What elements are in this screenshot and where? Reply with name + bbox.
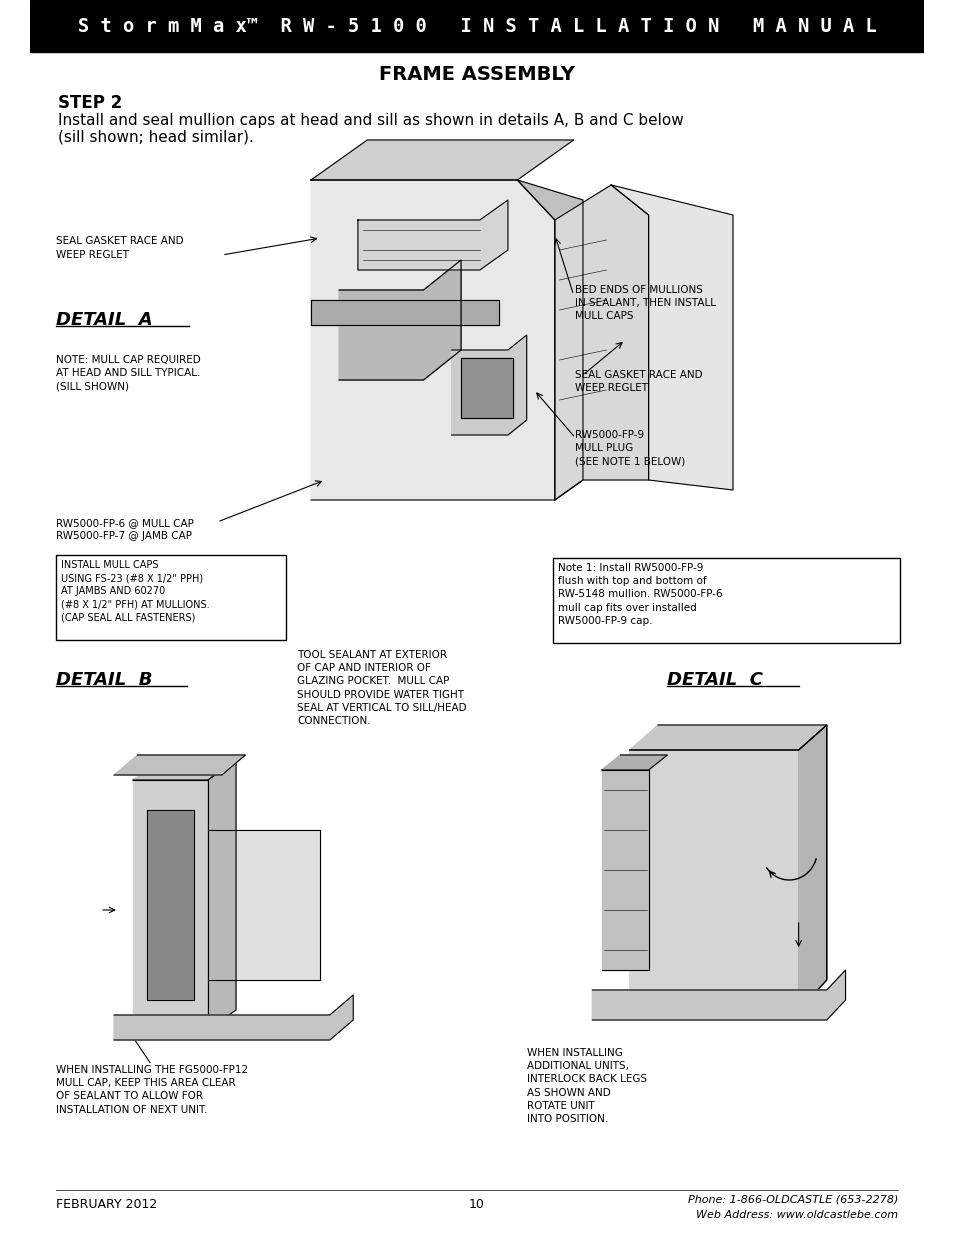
Polygon shape bbox=[629, 725, 826, 1010]
Text: SEAL GASKET RACE AND
WEEP REGLET: SEAL GASKET RACE AND WEEP REGLET bbox=[575, 370, 702, 393]
Bar bbox=[311, 300, 498, 325]
Polygon shape bbox=[208, 760, 235, 1030]
Polygon shape bbox=[798, 725, 826, 1010]
Text: Note 1: Install RW5000-FP-9
flush with top and bottom of
RW-5148 mullion. RW5000: Note 1: Install RW5000-FP-9 flush with t… bbox=[558, 563, 721, 626]
Bar bbox=[56, 555, 285, 640]
Text: WHEN INSTALLING
ADDITIONAL UNITS,
INTERLOCK BACK LEGS
AS SHOWN AND
ROTATE UNIT
I: WHEN INSTALLING ADDITIONAL UNITS, INTERL… bbox=[526, 1049, 646, 1124]
Polygon shape bbox=[517, 180, 582, 500]
Polygon shape bbox=[114, 995, 353, 1040]
Text: TOOL SEALANT AT EXTERIOR
OF CAP AND INTERIOR OF
GLAZING POCKET.  MULL CAP
SHOULD: TOOL SEALANT AT EXTERIOR OF CAP AND INTE… bbox=[296, 650, 466, 726]
Polygon shape bbox=[311, 180, 555, 500]
Text: NOTE: MULL CAP REQUIRED
AT HEAD AND SILL TYPICAL.
(SILL SHOWN): NOTE: MULL CAP REQUIRED AT HEAD AND SILL… bbox=[56, 354, 200, 391]
Text: (sill shown; head similar).: (sill shown; head similar). bbox=[58, 130, 253, 144]
Polygon shape bbox=[555, 185, 648, 500]
Text: Web Address: www.oldcastlebe.com: Web Address: www.oldcastlebe.com bbox=[695, 1210, 897, 1220]
Text: Phone: 1-866-OLDCASTLE (653-2278): Phone: 1-866-OLDCASTLE (653-2278) bbox=[687, 1195, 897, 1205]
Polygon shape bbox=[629, 725, 826, 750]
Polygon shape bbox=[339, 261, 460, 380]
Text: RW5000-FP-9
MULL PLUG
(SEE NOTE 1 BELOW): RW5000-FP-9 MULL PLUG (SEE NOTE 1 BELOW) bbox=[575, 430, 685, 467]
Text: FRAME ASSEMBLY: FRAME ASSEMBLY bbox=[378, 65, 575, 84]
Text: Install and seal mullion caps at head and sill as shown in details A, B and C be: Install and seal mullion caps at head an… bbox=[58, 112, 683, 127]
Polygon shape bbox=[611, 185, 732, 490]
Text: RW5000-FP-6 @ MULL CAP
RW5000-FP-7 @ JAMB CAP: RW5000-FP-6 @ MULL CAP RW5000-FP-7 @ JAM… bbox=[56, 517, 193, 541]
Text: INSTALL MULL CAPS
USING FS-23 (#8 X 1/2" PPH)
AT JAMBS AND 60270
(#8 X 1/2" PFH): INSTALL MULL CAPS USING FS-23 (#8 X 1/2"… bbox=[61, 559, 209, 622]
Polygon shape bbox=[208, 830, 320, 981]
Polygon shape bbox=[592, 969, 844, 1020]
Bar bbox=[30, 0, 923, 52]
Text: BED ENDS OF MULLIONS
IN SEALANT, THEN INSTALL
MULL CAPS: BED ENDS OF MULLIONS IN SEALANT, THEN IN… bbox=[575, 285, 716, 321]
Polygon shape bbox=[357, 200, 507, 270]
Polygon shape bbox=[132, 781, 208, 1030]
Polygon shape bbox=[311, 140, 573, 180]
Text: 10: 10 bbox=[469, 1198, 484, 1212]
Polygon shape bbox=[601, 769, 648, 969]
Text: WHEN INSTALLING THE FG5000-FP12
MULL CAP, KEEP THIS AREA CLEAR
OF SEALANT TO ALL: WHEN INSTALLING THE FG5000-FP12 MULL CAP… bbox=[56, 1065, 248, 1115]
Polygon shape bbox=[114, 755, 245, 776]
Bar bbox=[553, 558, 899, 643]
Polygon shape bbox=[451, 335, 526, 435]
Text: SEAL GASKET RACE AND
WEEP REGLET: SEAL GASKET RACE AND WEEP REGLET bbox=[56, 236, 183, 259]
Bar bbox=[147, 810, 193, 1000]
Text: DETAIL  C: DETAIL C bbox=[667, 671, 762, 689]
Text: STEP 2: STEP 2 bbox=[58, 94, 122, 112]
Text: DETAIL  B: DETAIL B bbox=[56, 671, 152, 689]
Text: S t o r m M a x™  R W - 5 1 0 0   I N S T A L L A T I O N   M A N U A L: S t o r m M a x™ R W - 5 1 0 0 I N S T A… bbox=[77, 16, 876, 36]
Text: DETAIL  A: DETAIL A bbox=[56, 311, 152, 329]
Text: FEBRUARY 2012: FEBRUARY 2012 bbox=[56, 1198, 157, 1212]
Polygon shape bbox=[601, 755, 667, 769]
Bar bbox=[460, 358, 512, 417]
Polygon shape bbox=[132, 760, 235, 781]
